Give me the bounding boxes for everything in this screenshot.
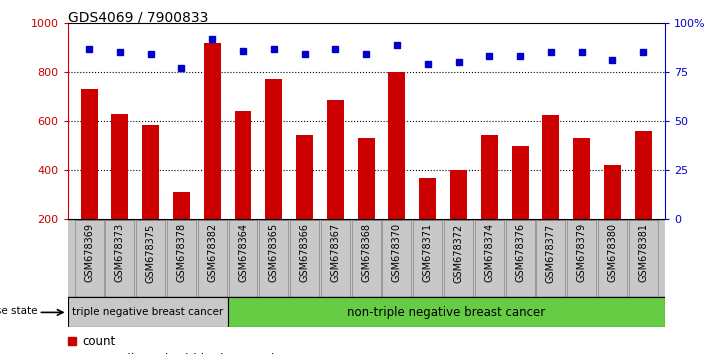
Bar (80, 89, 97, 269)
Bar (68, 297, 228, 327)
Text: count: count (82, 335, 116, 348)
Text: GSM678381: GSM678381 (638, 223, 648, 282)
Text: disease state: disease state (0, 306, 37, 316)
Text: percentile rank within the sample: percentile rank within the sample (82, 353, 282, 354)
Bar (228, 297, 665, 327)
FancyBboxPatch shape (383, 220, 412, 297)
FancyBboxPatch shape (598, 220, 627, 297)
Bar (142, 125, 159, 269)
Text: GSM678364: GSM678364 (238, 223, 248, 282)
FancyBboxPatch shape (290, 220, 319, 297)
Bar (573, 138, 590, 269)
FancyBboxPatch shape (413, 220, 442, 297)
Text: GSM678382: GSM678382 (207, 223, 218, 282)
FancyBboxPatch shape (506, 220, 535, 297)
Bar (450, 170, 467, 269)
Bar (296, 135, 313, 269)
FancyBboxPatch shape (105, 220, 134, 297)
Text: GSM678369: GSM678369 (84, 223, 94, 282)
FancyBboxPatch shape (629, 220, 658, 297)
Text: GSM678366: GSM678366 (299, 223, 309, 282)
Text: GSM678377: GSM678377 (546, 223, 556, 282)
Text: GSM678371: GSM678371 (423, 223, 433, 282)
FancyBboxPatch shape (137, 220, 165, 297)
FancyBboxPatch shape (321, 220, 350, 297)
Text: GSM678374: GSM678374 (484, 223, 494, 282)
Text: GSM678379: GSM678379 (577, 223, 587, 282)
FancyBboxPatch shape (444, 220, 473, 297)
Text: GSM678378: GSM678378 (176, 223, 186, 282)
FancyBboxPatch shape (167, 220, 196, 297)
FancyBboxPatch shape (536, 220, 565, 297)
Bar (635, 131, 652, 269)
Text: GDS4069 / 7900833: GDS4069 / 7900833 (68, 11, 208, 25)
Bar (358, 138, 375, 269)
Bar (235, 112, 252, 269)
FancyBboxPatch shape (198, 220, 227, 297)
Text: GSM678375: GSM678375 (146, 223, 156, 282)
FancyBboxPatch shape (75, 220, 104, 297)
Text: GSM678372: GSM678372 (454, 223, 464, 282)
Bar (604, 165, 621, 269)
Text: triple negative breast cancer: triple negative breast cancer (72, 307, 223, 318)
Bar (388, 72, 405, 269)
FancyBboxPatch shape (260, 220, 288, 297)
Bar (512, 146, 528, 269)
Bar (265, 80, 282, 269)
Bar (112, 114, 129, 269)
Text: GSM678370: GSM678370 (392, 223, 402, 282)
Text: GSM678373: GSM678373 (115, 223, 125, 282)
Text: GSM678380: GSM678380 (607, 223, 617, 282)
Bar (204, 42, 220, 269)
Text: GSM678365: GSM678365 (269, 223, 279, 282)
Text: non-triple negative breast cancer: non-triple negative breast cancer (347, 306, 545, 319)
Bar (327, 101, 344, 269)
Bar (481, 135, 498, 269)
Text: GSM678368: GSM678368 (361, 223, 371, 282)
Bar (173, 193, 190, 269)
FancyBboxPatch shape (475, 220, 504, 297)
FancyBboxPatch shape (352, 220, 380, 297)
FancyBboxPatch shape (228, 220, 257, 297)
Text: GSM678367: GSM678367 (331, 223, 341, 282)
Text: GSM678376: GSM678376 (515, 223, 525, 282)
Bar (419, 178, 437, 269)
FancyBboxPatch shape (567, 220, 596, 297)
Bar (542, 115, 560, 269)
